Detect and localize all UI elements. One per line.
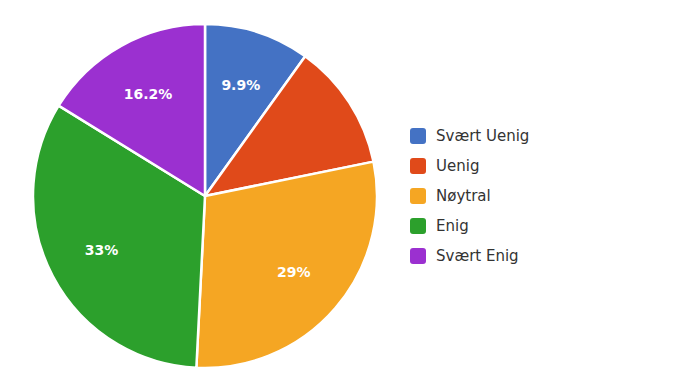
chart-container: 9.9% 29% 33% 16.2% Svært Uenig Uenig Nøytral En… <box>0 0 692 392</box>
legend-swatch <box>410 128 426 144</box>
legend-swatch <box>410 248 426 264</box>
legend: Svært Uenig Uenig Nøytral Enig Svært Enig <box>410 127 529 265</box>
legend-swatch <box>410 158 426 174</box>
data-label: 33% <box>85 242 119 258</box>
data-label: 16.2% <box>124 86 173 102</box>
legend-label: Nøytral <box>436 187 491 205</box>
legend-swatch <box>410 188 426 204</box>
legend-label: Svært Uenig <box>436 127 529 145</box>
data-label: 9.9% <box>221 77 260 93</box>
data-labels: 9.9% 29% 33% 16.2% <box>85 77 311 281</box>
legend-swatch <box>410 218 426 234</box>
chart-svg: 9.9% 29% 33% 16.2% Svært Uenig Uenig Nøytral En… <box>0 0 692 392</box>
data-label: 29% <box>277 264 311 280</box>
legend-label: Enig <box>436 217 469 235</box>
pie-slice <box>196 162 377 368</box>
legend-label: Uenig <box>436 157 479 175</box>
legend-label: Svært Enig <box>436 247 519 265</box>
pie-slice <box>59 24 205 196</box>
slices <box>33 24 377 368</box>
